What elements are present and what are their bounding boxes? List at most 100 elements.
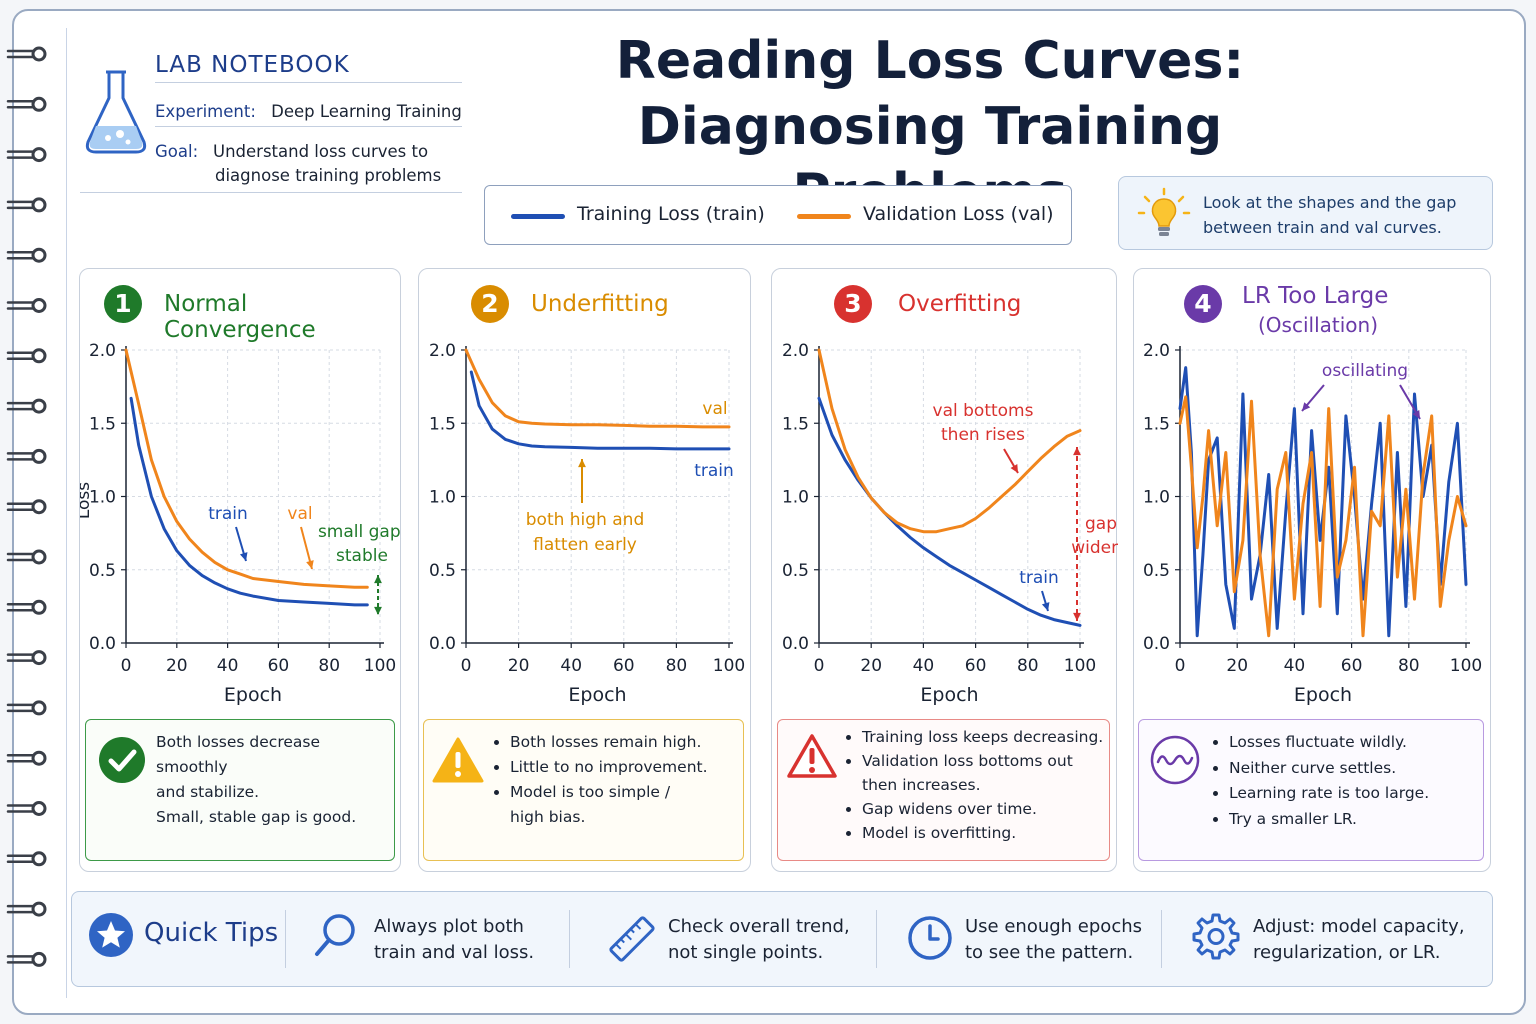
panel-title: Normal Convergence: [164, 291, 316, 343]
tip-line: to see the pattern.: [965, 942, 1134, 963]
divider: [876, 910, 877, 968]
legend: Training Loss (train) Validation Loss (v…: [484, 185, 1072, 245]
magnifier-icon: [315, 914, 355, 956]
annotation-arrow-left-head: [1302, 402, 1311, 411]
spiral-ring: [31, 147, 47, 163]
panel-number-badge: 3: [834, 285, 872, 323]
panel-title: Overfitting: [898, 291, 1022, 317]
x-tick-label: 40: [913, 656, 935, 676]
tip-line: regularization, or LR.: [1253, 942, 1441, 963]
legend-val-label: Validation Loss (val): [863, 203, 1054, 225]
spiral-ring: [31, 197, 47, 213]
annotation-val-bottoms: val bottoms: [933, 401, 1034, 421]
spiral-ring: [31, 851, 47, 867]
y-tick-label: 0.5: [782, 561, 809, 581]
notebook-header: LAB NOTEBOOK Experiment: Deep Learning T…: [80, 50, 462, 195]
divider: [285, 910, 286, 968]
spiral-ring: [31, 298, 47, 313]
y-tick-label: 0.5: [429, 561, 456, 581]
x-tick-label: 60: [965, 656, 987, 676]
x-tick-label: 40: [217, 656, 239, 676]
tip-text: Check overall trend, not single points.: [668, 914, 850, 966]
x-tick-label: 20: [166, 656, 188, 676]
y-tick-label: 1.5: [1143, 414, 1170, 434]
annotation-train: train: [1019, 568, 1059, 588]
spiral-ring: [31, 801, 47, 816]
x-tick-label: 40: [560, 656, 582, 676]
note-bullet: Validation loss bottoms out: [862, 749, 1103, 773]
spiral-ring: [31, 348, 47, 364]
annotation-both-high: both high and: [526, 510, 645, 530]
x-tick-label: 0: [461, 656, 472, 676]
clock-icon: [908, 916, 952, 960]
annotation-val: val: [287, 504, 312, 524]
note-bullet: Both losses remain high.: [510, 730, 708, 755]
warning-icon: [432, 737, 484, 783]
y-tick-label: 1.0: [429, 488, 456, 508]
tip-line: Use enough epochs: [965, 916, 1143, 937]
y-tick-label: 2.0: [782, 341, 809, 361]
page-title: Reading Loss Curves: Diagnosing Training…: [560, 28, 1300, 226]
title-line-2: Diagnosing Training Problems: [637, 97, 1223, 223]
annotation-gap: gap: [1085, 514, 1117, 534]
checkmark-icon: [99, 737, 145, 783]
annotation-train: train: [694, 461, 734, 481]
annotation-arrow-flat-head: [578, 459, 586, 468]
ruler-icon: [609, 916, 655, 962]
chart-underfitting: 0 20 40 60 80 100 0.0 0.5 1.0 1.5 2.0 Epoch val train…: [429, 341, 745, 706]
note-overfitting: Training loss keeps decreasing. Validati…: [777, 719, 1110, 861]
tip-line: not single points.: [668, 942, 824, 963]
lightbulb-icon: [1137, 187, 1191, 236]
annotation-gap-arrow-head: [1073, 612, 1081, 621]
alert-triangle-icon: [787, 734, 837, 778]
note-text: Training loss keeps decreasing. Validati…: [844, 725, 1103, 845]
note-bullet: Little to no improvement.: [510, 755, 708, 780]
y-tick-label: 1.0: [782, 488, 809, 508]
y-tick-label: 0.0: [782, 634, 809, 654]
rule: [155, 82, 462, 83]
spiral-ring: [31, 398, 47, 414]
goal-row: Goal: Understand loss curves to diagnose …: [155, 140, 441, 188]
x-axis-label: Epoch: [920, 684, 978, 706]
note-bullet: Losses fluctuate wildly.: [1229, 730, 1429, 756]
annotation-arrow-val-head: [306, 560, 314, 569]
spiral-ring: [31, 650, 47, 666]
series-line-train: [469, 370, 731, 451]
tip-line: train and val loss.: [374, 942, 535, 963]
x-tick-label: 60: [613, 656, 635, 676]
annotation-train: train: [208, 504, 248, 524]
y-tick-label: 1.0: [89, 488, 116, 508]
divider: [1161, 910, 1162, 968]
x-tick-label: 80: [666, 656, 688, 676]
tip-line: Adjust: model capacity,: [1253, 916, 1465, 937]
x-tick-label: 40: [1284, 656, 1306, 676]
star-icon: [89, 913, 133, 957]
y-tick-label: 1.5: [429, 414, 456, 434]
spiral-ring: [31, 599, 47, 615]
x-tick-label: 20: [860, 656, 882, 676]
annotation-then-rises: then rises: [941, 425, 1025, 445]
spiral-ring: [31, 448, 47, 464]
annotation-gap-arrow-head: [374, 575, 382, 584]
experiment-row: Experiment: Deep Learning Training: [155, 100, 462, 124]
x-tick-label: 60: [268, 656, 290, 676]
series-line-train: [1178, 366, 1468, 638]
panel-lr-too-large: 4 LR Too Large (Oscillation) 0 20 40 60 80 10…: [1133, 268, 1491, 872]
x-tick-label: 80: [1017, 656, 1039, 676]
y-tick-label: 0.0: [1143, 634, 1170, 654]
annotation-gap-arrow-head: [1073, 447, 1081, 456]
legend-train-label: Training Loss (train): [577, 203, 765, 225]
spiral-ring: [31, 700, 47, 716]
note-bullet: Gap widens over time.: [862, 797, 1103, 821]
x-tick-label: 80: [318, 656, 340, 676]
y-tick-label: 1.5: [782, 414, 809, 434]
panel-number-badge: 4: [1184, 285, 1222, 323]
note-bullet-continued: high bias.: [510, 808, 586, 826]
series-line-val: [124, 348, 369, 589]
spiral-ring: [31, 549, 47, 565]
note-text: Both losses decrease smoothly and stabil…: [156, 730, 394, 830]
x-tick-label: 80: [1398, 656, 1420, 676]
annotation-oscillating: oscillating: [1322, 361, 1408, 381]
tip-line: Check overall trend,: [668, 916, 850, 937]
panel-number-badge: 2: [471, 285, 509, 323]
